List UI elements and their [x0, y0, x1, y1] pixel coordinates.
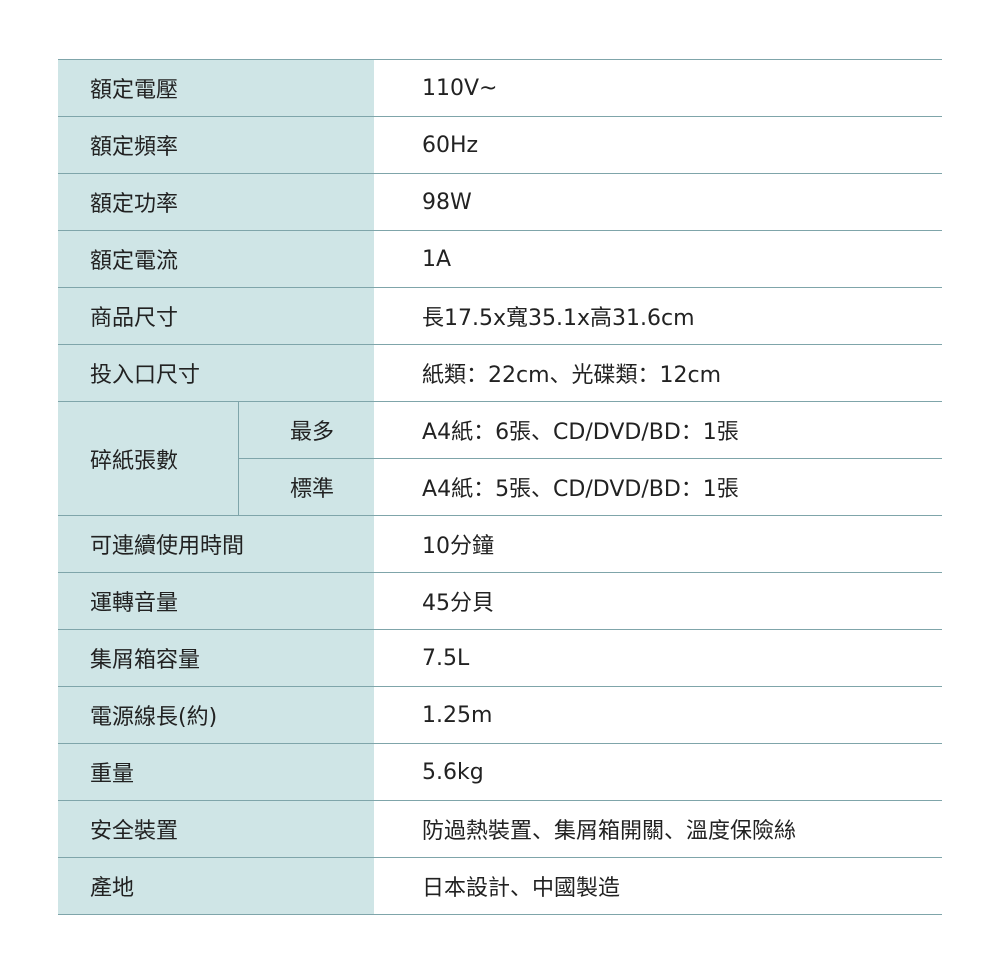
row-label: 碎紙張數	[58, 401, 238, 516]
row-value: 10分鐘	[374, 515, 943, 573]
row: 額定電流 1A	[58, 230, 943, 288]
row: 額定頻率 60Hz	[58, 116, 943, 174]
spec-table: 額定電壓 110V~ 額定頻率 60Hz 額定功率 98W 額定電流 1A 商品尺寸 長17.5x…	[58, 59, 943, 915]
row: 可連續使用時間 10分鐘	[58, 515, 943, 573]
row-label: 電源線長(約)	[58, 686, 375, 744]
row-value: 紙類：22cm、光碟類：12cm	[374, 344, 943, 402]
row: 電源線長(約) 1.25m	[58, 686, 943, 744]
row: 碎紙張數 最多 A4紙：6張、CD/DVD/BD：1張	[58, 401, 943, 516]
row-label: 額定功率	[58, 173, 375, 231]
row-label: 額定電壓	[58, 59, 375, 117]
row: 額定電壓 110V~	[58, 59, 943, 117]
row-label: 安全裝置	[58, 800, 375, 858]
row-value: 長17.5x寬35.1x高31.6cm	[374, 287, 943, 345]
row-value: 5.6kg	[374, 743, 943, 801]
row-value: 45分貝	[374, 572, 943, 630]
row-value: 1.25m	[374, 686, 943, 744]
row: 額定功率 98W	[58, 173, 943, 231]
row-label: 可連續使用時間	[58, 515, 375, 573]
row-label: 商品尺寸	[58, 287, 375, 345]
row-value: 110V~	[374, 59, 943, 117]
row-label: 產地	[58, 857, 375, 915]
row-label: 重量	[58, 743, 375, 801]
row: 運轉音量 45分貝	[58, 572, 943, 630]
row-value: 60Hz	[374, 116, 943, 174]
row-label: 投入口尺寸	[58, 344, 375, 402]
row: 安全裝置 防過熱裝置、集屑箱開關、溫度保險絲	[58, 800, 943, 858]
row-value: 1A	[374, 230, 943, 288]
row-value: A4紙：5張、CD/DVD/BD：1張	[374, 458, 943, 516]
row-label: 運轉音量	[58, 572, 375, 630]
row: 商品尺寸 長17.5x寬35.1x高31.6cm	[58, 287, 943, 345]
sub-label: 標準	[237, 458, 375, 516]
row-value: 98W	[374, 173, 943, 231]
row: 投入口尺寸 紙類：22cm、光碟類：12cm	[58, 344, 943, 402]
sub-label: 最多	[237, 401, 375, 459]
row-label: 額定電流	[58, 230, 375, 288]
row-value: A4紙：6張、CD/DVD/BD：1張	[374, 401, 943, 459]
row: 產地 日本設計、中國製造	[58, 857, 943, 915]
row: 集屑箱容量 7.5L	[58, 629, 943, 687]
row-label: 額定頻率	[58, 116, 375, 174]
row-value: 防過熱裝置、集屑箱開關、溫度保險絲	[374, 800, 943, 858]
row: 重量 5.6kg	[58, 743, 943, 801]
row-value: 日本設計、中國製造	[374, 857, 943, 915]
row-value: 7.5L	[374, 629, 943, 687]
row-label: 集屑箱容量	[58, 629, 375, 687]
